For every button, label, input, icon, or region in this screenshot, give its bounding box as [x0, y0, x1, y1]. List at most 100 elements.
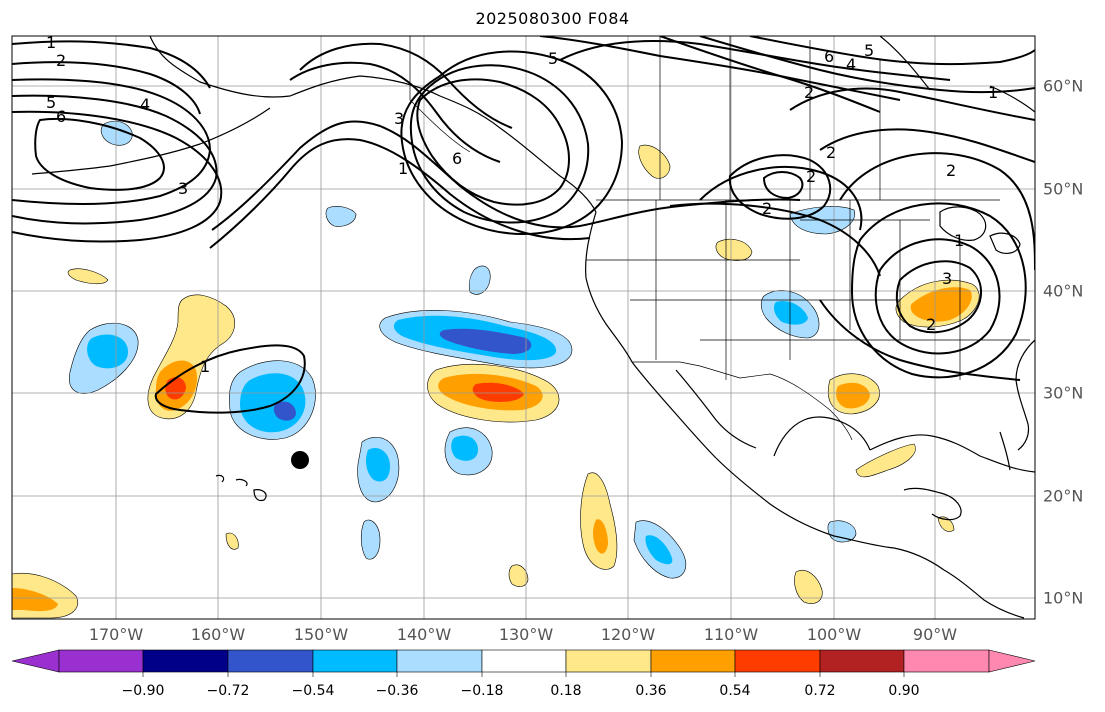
- shade-yellow-l: [67, 268, 109, 285]
- border-us-mexico: [632, 361, 853, 441]
- lat-label-10n: 10°N: [1043, 588, 1084, 608]
- coast-yucatan: [903, 487, 962, 521]
- colorbar-bin-1: [58, 649, 144, 673]
- contour-low-3: [400, 50, 624, 235]
- contour-ohio-5: [819, 299, 1021, 381]
- colorbar-label-7: 0.36: [635, 683, 667, 699]
- clabel-18: 2: [806, 167, 816, 186]
- contour-ohio-2: [874, 238, 1001, 355]
- clabel-13: 5: [864, 41, 874, 60]
- clabel-1: 1: [46, 33, 56, 52]
- contour-ne-3: [659, 36, 881, 113]
- shade-yellow-m: [225, 532, 239, 550]
- colorbar-label-5: −0.18: [460, 683, 504, 699]
- shade-blue-dark-a: [439, 328, 532, 354]
- shade-orange-f: [12, 588, 58, 612]
- lon-label-140w: 140°W: [396, 625, 452, 644]
- border-canada-prov: [659, 36, 881, 200]
- clabel-17: 2: [946, 161, 956, 180]
- lon-label-170w: 170°W: [88, 625, 144, 644]
- colorbar-label-2: −0.72: [206, 683, 250, 699]
- contour-nw-1: [12, 40, 211, 89]
- colorbar-bin-10: [819, 649, 905, 673]
- map-title: 2025080300 F084: [475, 9, 630, 28]
- colorbar-bin-6: [481, 649, 567, 673]
- clabel-8: 3: [394, 109, 404, 128]
- colorbar-label-9: 0.72: [804, 683, 836, 699]
- clabel-3: 5: [46, 93, 56, 112]
- colorbar-bin-8: [650, 649, 736, 673]
- clabel-20: 1: [954, 231, 964, 250]
- lat-label-40n: 40°N: [1043, 281, 1084, 301]
- colorbar: [11, 649, 1036, 677]
- shade-cyan-e: [366, 447, 390, 482]
- colorbar-label-6: 0.18: [550, 683, 582, 699]
- contour-low-2: [409, 64, 590, 224]
- clabel-9: 6: [452, 149, 462, 168]
- lon-label-120w: 120°W: [600, 625, 656, 644]
- colorbar-label-10: 0.90: [888, 683, 920, 699]
- lon-label-130w: 130°W: [498, 625, 554, 644]
- coast-florida: [999, 431, 1011, 471]
- border-states-v1: [655, 200, 961, 380]
- clabel-21: 3: [942, 269, 952, 288]
- contour-mid-1: [728, 154, 832, 220]
- lat-label-30n: 30°N: [1043, 383, 1084, 403]
- lat-label-60n: 60°N: [1043, 76, 1084, 96]
- shade-yellow-f: [855, 443, 916, 478]
- coast-west-us: [585, 211, 633, 363]
- contour-mid-4: [669, 202, 881, 277]
- contour-main-3: [289, 61, 501, 163]
- shade-cyan-d: [451, 435, 478, 461]
- contour-nw-4: [12, 94, 218, 225]
- coast-mexico-west: [715, 457, 945, 571]
- colorbar-bin-7: [565, 649, 652, 673]
- shade-yellow-j: [794, 570, 823, 604]
- contour-ohio-3: [850, 202, 1027, 379]
- coast-hawaii: [215, 474, 267, 502]
- colorbar-bin-9: [734, 649, 821, 673]
- contour-ne-5: [749, 36, 1035, 66]
- shade-yellow-k: [508, 564, 529, 587]
- border-states-h1: [586, 219, 1030, 341]
- shade-blue-i: [325, 206, 357, 227]
- clabel-15: 2: [826, 143, 836, 162]
- contour-low-1: [416, 78, 570, 206]
- contour-ne-7: [819, 128, 1035, 163]
- border-alaska: [409, 36, 471, 153]
- contours: [12, 36, 1035, 414]
- contour-mid-2: [762, 171, 804, 200]
- clabel-2: 2: [56, 51, 66, 70]
- clabel-19: 2: [762, 199, 772, 218]
- colorbar-bin-3: [227, 649, 314, 673]
- shade-yellow-h: [638, 144, 671, 179]
- lon-label-160w: 160°W: [190, 625, 246, 644]
- clabel-5: 4: [140, 95, 150, 114]
- lon-label-90w: 90°W: [912, 625, 958, 644]
- coast-east: [1015, 339, 1035, 451]
- shade-blue-k: [468, 265, 491, 295]
- colorbar-low-extend: [11, 649, 60, 673]
- coast-baja: [631, 361, 757, 459]
- map-frame: [11, 35, 1036, 620]
- contour-main-2: [209, 138, 591, 249]
- coast-aleutians: [31, 107, 271, 175]
- shade-orange-e: [593, 519, 608, 554]
- shading-layer: [12, 120, 980, 619]
- colorbar-bin-4: [312, 649, 398, 673]
- lat-label-50n: 50°N: [1043, 179, 1084, 199]
- lon-label-100w: 100°W: [806, 625, 862, 644]
- clabel-7: 1: [398, 159, 408, 178]
- colorbar-bin-2: [142, 649, 229, 673]
- contour-nw-5: [12, 110, 223, 243]
- graticule: [12, 36, 1035, 619]
- shade-orange-c: [910, 287, 972, 322]
- coast-gulf: [773, 416, 1035, 473]
- location-marker: [291, 451, 309, 469]
- colorbar-label-8: 0.54: [719, 683, 751, 699]
- shade-cyan-b: [240, 373, 306, 433]
- shade-blue-m: [360, 519, 381, 560]
- contour-ohio-1: [895, 260, 983, 334]
- colorbar-high-extend: [988, 649, 1036, 673]
- clabel-11: 6: [824, 47, 834, 66]
